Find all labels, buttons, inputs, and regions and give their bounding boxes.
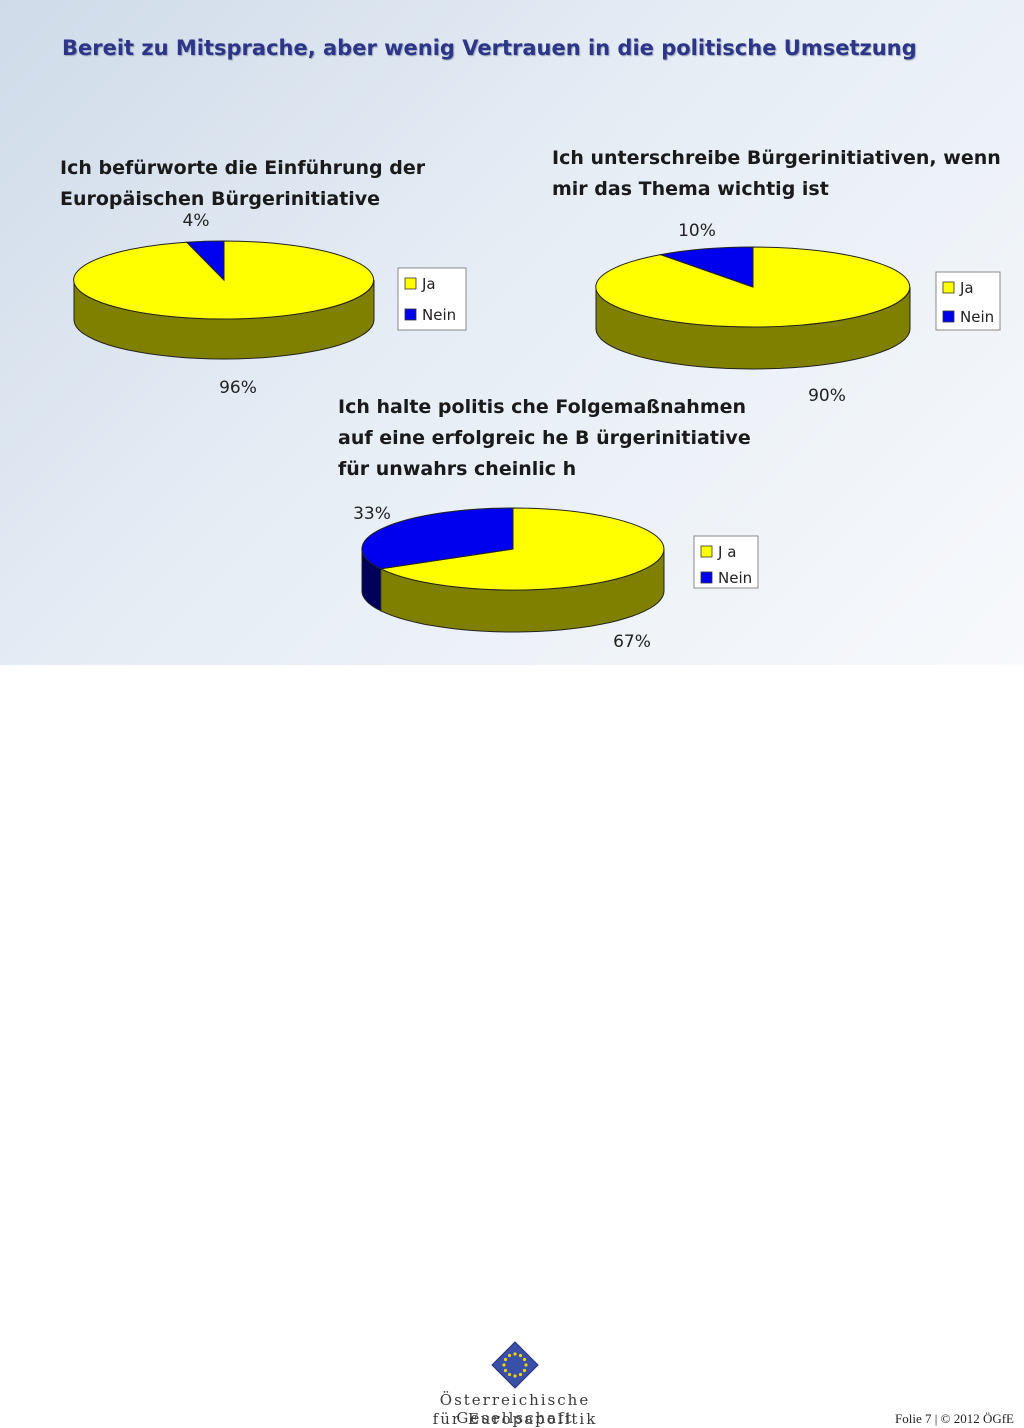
chart1-heading: Ich befürworte die Einführung der Europä…: [60, 153, 425, 215]
pie-chart-1: 96% 4% Ja Nein: [73, 211, 467, 398]
chart3-heading-line2: auf eine erfolgreic he B ürgerinitiative: [338, 427, 751, 449]
chart2-heading-line2: mir das Thema wichtig ist: [552, 178, 829, 200]
pie-2-label-ja: 90%: [808, 386, 846, 406]
slide-area: Bereit zu Mitsprache, aber wenig Vertrau…: [0, 0, 1024, 665]
org-name-line2: für Europapolitik: [432, 1410, 598, 1428]
pie-3-slice-nein: [361, 507, 514, 570]
pie-2-legend-label-nein: Nein: [960, 308, 994, 326]
pie-3-legend-swatch-ja: [700, 545, 713, 558]
chart1-heading-line1: Ich befürworte die Einführung der: [60, 157, 426, 179]
pie-2-legend-swatch-nein: [942, 310, 955, 323]
pie-1-legend-label-nein: Nein: [422, 306, 456, 324]
slide-number: Folie 7 | © 2012 ÖGfE: [895, 1411, 1014, 1426]
chart3-heading: Ich halte politis che Folgemaßnahmen auf…: [338, 392, 751, 485]
pie-3-legend-swatch-nein: [700, 571, 713, 584]
chart3-heading-line3: für unwahrs cheinlic h: [338, 458, 577, 480]
pie-3-label-nein: 33%: [353, 504, 391, 524]
chart1-heading-line2: Europäischen Bürgerinitiative: [60, 188, 381, 210]
pie-chart-2: 90% 10% Ja Nein: [595, 221, 1001, 406]
chart3-heading-line1: Ich halte politis che Folgemaßnahmen: [338, 396, 747, 418]
footer: Österreichische Gesellschaft für Europap…: [0, 665, 1024, 1428]
pie-1-legend-label-ja: Ja: [421, 275, 436, 293]
pie-3-slice-ja: [379, 507, 665, 591]
pie-1-legend: Ja Nein: [397, 267, 467, 331]
pie-3-legend-label-nein: Nein: [718, 569, 752, 587]
pie-chart-3: 67% 33% J a Nein: [353, 504, 759, 652]
chart2-heading: Ich unterschreibe Bürgerinitiativen, wen…: [552, 143, 1001, 205]
pie-2-legend-label-ja: Ja: [959, 279, 974, 297]
pie-2-label-nein: 10%: [678, 221, 716, 241]
pie-2-legend-swatch-ja: [942, 281, 955, 294]
chart2-heading-line1: Ich unterschreibe Bürgerinitiativen, wen…: [552, 147, 1001, 169]
pie-2-legend: Ja Nein: [935, 271, 1001, 331]
pie-2-slice-nein: [658, 246, 754, 288]
pie-charts: 96% 4% Ja Nein 90% 10% Ja Nein 67% 33% J a Nein: [73, 211, 1001, 652]
pie-1-slice-nein: [185, 240, 225, 282]
pie-1-legend-swatch-nein: [404, 308, 417, 321]
pie-1-legend-swatch-ja: [404, 277, 417, 290]
slide-title: Bereit zu Mitsprache, aber wenig Vertrau…: [62, 36, 917, 60]
pie-1-label-nein: 4%: [183, 211, 210, 231]
pie-3-legend: J a Nein: [693, 535, 759, 589]
eu-star-diamond-icon: [491, 1341, 539, 1389]
pie-3-legend-label-ja: J a: [717, 543, 736, 561]
pie-1-label-ja: 96%: [219, 378, 257, 398]
pie-3-label-ja: 67%: [613, 632, 651, 652]
